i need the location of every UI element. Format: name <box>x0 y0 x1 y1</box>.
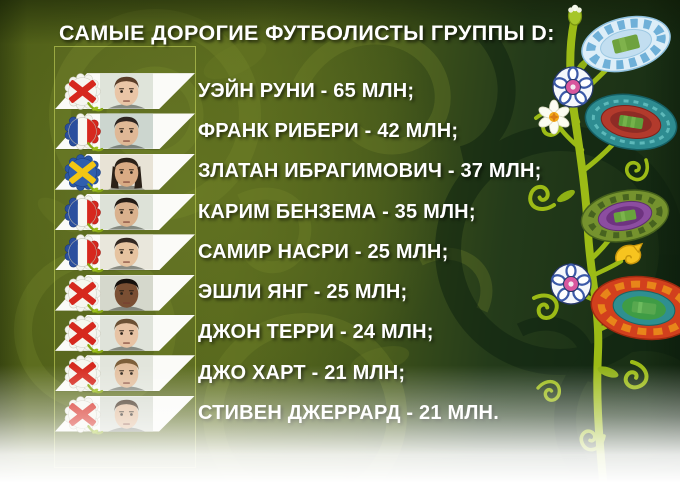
flag-flower-icon <box>63 153 104 194</box>
flag-flower-icon <box>63 314 104 355</box>
stadium-flower-red-orange-icon <box>590 275 680 341</box>
player-label: ДЖОН ТЕРРИ - 24 МЛН; <box>198 321 434 344</box>
player-photo <box>100 234 153 270</box>
page-title: САМЫЕ ДОРОГИЕ ФУТБОЛИСТЫ ГРУППЫ D: <box>59 21 555 45</box>
ranking-list: УЭЙН РУНИ - 65 МЛН; ФРАНК РИБЕРИ - 42 МЛ… <box>54 71 674 436</box>
stadium-flower-tree-artwork <box>524 4 680 493</box>
player-badge <box>54 194 195 230</box>
player-photo <box>100 113 153 150</box>
player-row: ДЖОН ТЕРРИ - 24 МЛН; <box>54 313 674 355</box>
player-badge <box>54 274 195 315</box>
player-badge <box>54 113 195 149</box>
white-flower-icon <box>538 99 570 135</box>
player-photo <box>100 194 153 230</box>
flower-bud-icon <box>567 4 583 26</box>
player-label: КАРИМ БЕНЗЕМА - 35 МЛН; <box>198 200 476 223</box>
player-photo <box>100 355 153 391</box>
flag-flower-icon <box>60 230 105 275</box>
player-row: САМИР НАСРИ - 25 МЛН; <box>54 232 674 272</box>
player-row: СТИВЕН ДЖЕРРАРД - 21 МЛН. <box>54 393 674 436</box>
player-label: САМИР НАСРИ - 25 МЛН; <box>198 240 449 263</box>
player-photo <box>100 395 153 432</box>
player-row: ДЖО ХАРТ - 21 МЛН; <box>54 353 674 395</box>
player-label: ЗЛАТАН ИБРАГИМОВИЧ - 37 МЛН; <box>198 160 542 183</box>
player-label: УЭЙН РУНИ - 65 МЛН; <box>198 79 415 102</box>
player-row: КАРИМ БЕНЗЕМА - 35 МЛН; <box>54 192 674 232</box>
player-row: ФРАНК РИБЕРИ - 42 МЛН; <box>54 111 674 151</box>
player-badge <box>54 153 195 194</box>
player-row: УЭЙН РУНИ - 65 МЛН; <box>54 71 674 113</box>
player-photo <box>100 154 153 190</box>
player-label: СТИВЕН ДЖЕРРАРД - 21 МЛН. <box>198 402 499 425</box>
player-photo <box>100 73 153 109</box>
player-row: ЗЛАТАН ИБРАГИМОВИЧ - 37 МЛН; <box>54 152 674 194</box>
player-label: ФРАНК РИБЕРИ - 42 МЛН; <box>198 119 459 142</box>
flag-flower-icon <box>63 394 104 436</box>
player-badge <box>54 394 195 436</box>
flag-flower-icon <box>63 274 104 315</box>
player-photo <box>100 315 153 351</box>
player-label: ДЖО ХАРТ - 21 МЛН; <box>198 361 406 384</box>
flag-flower-icon <box>63 354 104 395</box>
player-label: ЭШЛИ ЯНГ - 25 МЛН; <box>198 281 408 304</box>
player-badge <box>54 72 195 113</box>
stadium-flower-blue-icon <box>581 15 671 73</box>
player-row: ЭШЛИ ЯНГ - 25 МЛН; <box>54 272 674 315</box>
flag-flower-icon <box>60 109 105 154</box>
player-badge <box>54 354 195 395</box>
stadium-flower-teal-red-icon <box>584 93 678 151</box>
yellow-shell-bud-icon <box>615 242 644 265</box>
flag-flower-icon <box>60 190 105 235</box>
player-badge <box>54 234 195 270</box>
stadium-flower-green-purple-icon <box>580 189 670 243</box>
player-badge <box>54 314 195 355</box>
player-photo <box>100 274 153 311</box>
flag-flower-icon <box>63 72 104 113</box>
